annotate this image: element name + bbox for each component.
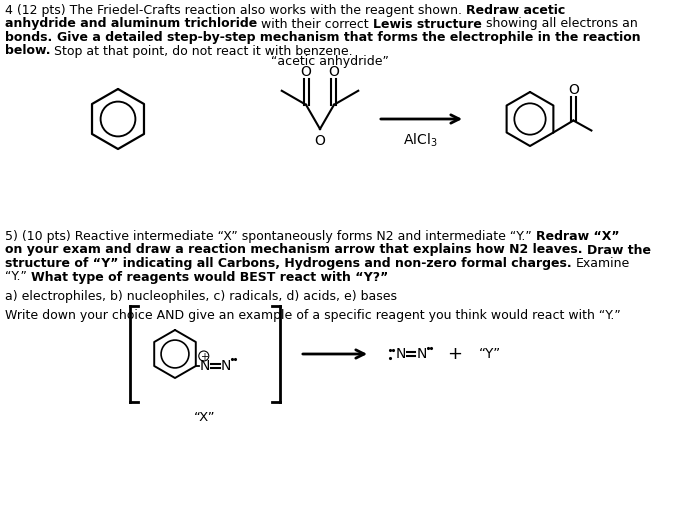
- Text: “Y”: “Y”: [479, 346, 501, 360]
- Text: +: +: [199, 351, 208, 361]
- Text: structure of “Y” indicating all Carbons, Hydrogens and non-zero formal charges.: structure of “Y” indicating all Carbons,…: [5, 257, 576, 269]
- Text: Stop at that point, do not react it with benzene.: Stop at that point, do not react it with…: [50, 44, 353, 58]
- Text: on your exam and draw a reaction mechanism arrow that explains how N2 leaves.: on your exam and draw a reaction mechani…: [5, 243, 587, 256]
- Text: bonds.: bonds.: [5, 31, 57, 44]
- Text: showing all electrons an: showing all electrons an: [482, 17, 638, 31]
- Text: “acetic anhydride”: “acetic anhydride”: [271, 55, 389, 68]
- Text: a) electrophiles, b) nucleophiles, c) radicals, d) acids, e) bases: a) electrophiles, b) nucleophiles, c) ra…: [5, 290, 397, 302]
- Text: Write down your choice AND give an example of a specific reagent you think would: Write down your choice AND give an examp…: [5, 309, 621, 322]
- Text: N: N: [396, 346, 407, 360]
- Text: Lewis structure: Lewis structure: [373, 17, 482, 31]
- Text: Redraw “X”: Redraw “X”: [536, 230, 620, 242]
- Text: O: O: [328, 65, 339, 78]
- Text: 4 (12 pts) The Friedel-Crafts reaction also works with the reagent shown.: 4 (12 pts) The Friedel-Crafts reaction a…: [5, 4, 466, 17]
- Text: Give a detailed step-by-step mechanism that forms the electrophile in the reacti: Give a detailed step-by-step mechanism t…: [57, 31, 641, 44]
- Text: +: +: [447, 344, 463, 362]
- Text: Examine: Examine: [576, 257, 630, 269]
- Text: “Y.”: “Y.”: [5, 270, 31, 283]
- Text: Redraw acetic: Redraw acetic: [466, 4, 566, 17]
- Text: 5) (10 pts) Reactive intermediate “X” spontaneously forms N2 and intermediate “Y: 5) (10 pts) Reactive intermediate “X” sp…: [5, 230, 536, 242]
- Text: anhydride and aluminum trichloride: anhydride and aluminum trichloride: [5, 17, 258, 31]
- Text: with their correct: with their correct: [258, 17, 373, 31]
- Text: Draw the: Draw the: [587, 243, 651, 256]
- Text: “X”: “X”: [194, 410, 216, 423]
- Text: O: O: [300, 65, 312, 78]
- Text: O: O: [314, 134, 326, 148]
- Text: N: N: [199, 358, 210, 372]
- Text: below.: below.: [5, 44, 50, 58]
- Text: What type of reagents would BEST react with “Y?”: What type of reagents would BEST react w…: [31, 270, 388, 283]
- Text: O: O: [568, 82, 579, 96]
- Text: N: N: [220, 358, 231, 372]
- Text: N: N: [417, 346, 428, 360]
- Text: AlCl$_3$: AlCl$_3$: [402, 132, 438, 149]
